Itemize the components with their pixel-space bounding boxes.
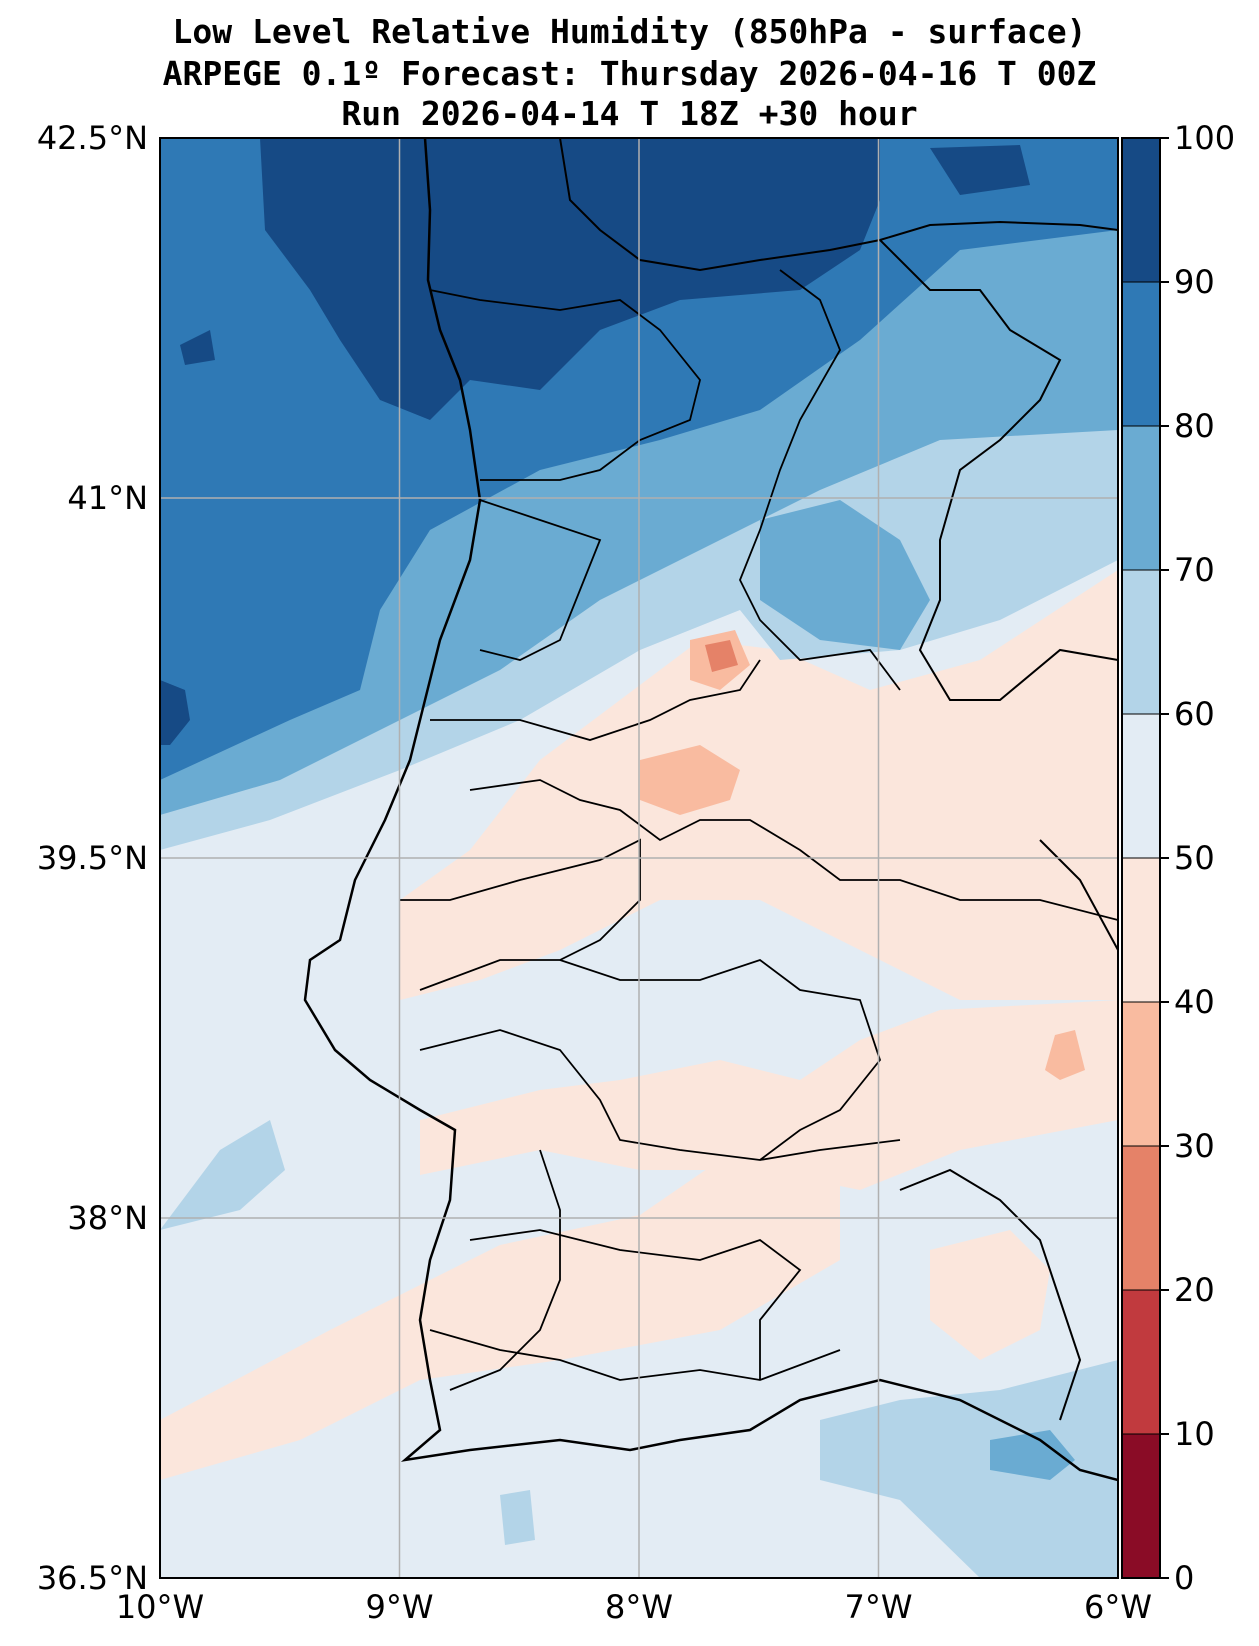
colorbar-segment <box>1122 570 1160 714</box>
rh-band-60-70-west <box>160 1120 285 1230</box>
colorbar-segment <box>1122 1146 1160 1290</box>
colorbar-segment <box>1122 858 1160 1002</box>
eastern-border-south <box>1039 839 1118 951</box>
colorbar-segment <box>1122 1434 1160 1578</box>
rh-band-30-40 <box>640 745 740 815</box>
colorbar-tick-label: 80 <box>1174 407 1215 445</box>
colorbar-segment <box>1122 138 1160 282</box>
district-border-7 <box>559 958 882 1161</box>
lat-tick-label: 42.5°N <box>37 119 148 157</box>
rh-band-60-70-spot <box>500 1490 535 1545</box>
district-border-2 <box>739 269 901 691</box>
rh-band-30-40-east <box>1045 1030 1085 1080</box>
colorbar-tick-label: 40 <box>1174 983 1215 1021</box>
colorbar-segment <box>1122 1002 1160 1146</box>
rh-band-40-50-mid <box>420 1000 1118 1190</box>
district-border-11 <box>429 1329 841 1381</box>
district-border-8 <box>419 1029 901 1161</box>
colorbar-tick-label: 50 <box>1174 839 1215 877</box>
colorbar-tick-label: 30 <box>1174 1127 1215 1165</box>
rh-band-70-80-interior <box>760 500 930 650</box>
rh-band-70-80-sw <box>990 1430 1075 1480</box>
colorbar-segment <box>1122 714 1160 858</box>
district-border-10 <box>449 1149 561 1391</box>
colorbar-tick-label: 20 <box>1174 1271 1215 1309</box>
district-border-6 <box>400 838 641 991</box>
district-border-5 <box>469 779 1118 921</box>
district-border-9 <box>469 1229 802 1380</box>
southeastern-border <box>899 1168 1082 1421</box>
colorbar-segment <box>1122 426 1160 570</box>
district-border-3 <box>479 499 602 661</box>
colorbar-tick-label: 70 <box>1174 551 1215 589</box>
latitude-tick-labels: 42.5°N 41°N 39.5°N 38°N 36.5°N <box>37 119 148 1597</box>
colorbar-tick-label: 100 <box>1174 119 1235 157</box>
rh-band-20-30 <box>705 640 738 672</box>
chart-title: Low Level Relative Humidity (850hPa - su… <box>172 12 1087 51</box>
lat-tick-label: 36.5°N <box>37 1559 148 1597</box>
rh-band-90-100-ne <box>930 145 1030 195</box>
lat-tick-label: 41°N <box>67 479 148 517</box>
lon-tick-label: 6°W <box>1084 1588 1152 1626</box>
eastern-border <box>879 239 1118 701</box>
rh-band-90-100-west <box>160 680 190 745</box>
rh-band-60-70-southeast <box>820 1360 1118 1578</box>
lon-tick-label: 7°W <box>845 1588 913 1626</box>
colorbar-tick-label: 10 <box>1174 1415 1215 1453</box>
rh-band-90-100 <box>260 138 880 420</box>
colorbar-tick-label: 60 <box>1174 695 1215 733</box>
lon-tick-label: 10°W <box>116 1588 204 1626</box>
colorbar-tick-label: 90 <box>1174 263 1215 301</box>
run-info: Run 2026-04-14 T 18Z +30 hour <box>341 94 918 133</box>
lat-tick-label: 38°N <box>67 1199 148 1237</box>
lon-tick-label: 8°W <box>605 1588 673 1626</box>
colorbar-segment <box>1122 282 1160 426</box>
colorbar-segment <box>1122 1290 1160 1434</box>
rh-band-40-50-south <box>160 1150 840 1480</box>
colorbar-tick-label: 0 <box>1174 1559 1194 1597</box>
lat-tick-label: 39.5°N <box>37 839 148 877</box>
chart-subtitle: ARPEGE 0.1º Forecast: Thursday 2026-04-1… <box>162 54 1097 93</box>
rh-band-90-100-spot <box>180 330 215 365</box>
longitude-tick-labels: 10°W 9°W 8°W 7°W 6°W <box>116 1588 1152 1626</box>
rh-band-40-50-se <box>930 1230 1050 1360</box>
district-border-1 <box>429 289 701 481</box>
map-frame <box>159 137 1119 1579</box>
district-border-4 <box>430 659 761 741</box>
colorbar: 0 10 20 30 40 50 60 70 80 90 100 <box>1121 119 1235 1597</box>
lon-tick-label: 9°W <box>366 1588 434 1626</box>
northern-border <box>559 138 1118 272</box>
